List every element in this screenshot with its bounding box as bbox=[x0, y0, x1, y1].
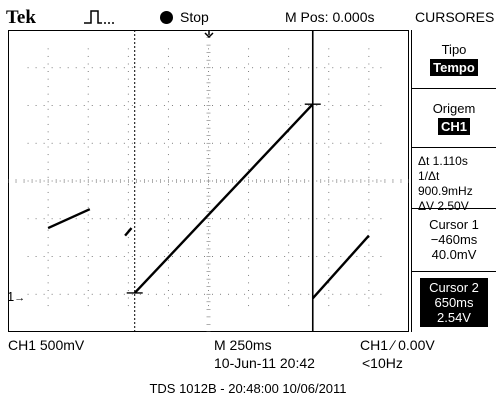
origem-button[interactable]: Origem CH1 bbox=[412, 89, 496, 148]
trigger-frequency: <10Hz bbox=[362, 355, 403, 371]
stop-indicator-icon bbox=[160, 11, 173, 24]
cursor-2-volt: 2.54V bbox=[437, 310, 471, 325]
cursor-1-time: −460ms bbox=[430, 232, 478, 247]
brand-logo: Tek bbox=[6, 7, 36, 28]
trigger-pulse-icon bbox=[84, 10, 114, 24]
position-readout: M Pos: 0.000s bbox=[285, 9, 375, 25]
trigger-position-marker bbox=[204, 30, 214, 39]
scope-graticule bbox=[8, 30, 409, 332]
trigger-readout: CH1 ∕ 0.00V bbox=[360, 337, 435, 353]
origem-label: Origem bbox=[432, 101, 476, 116]
inverse-delta-t: 1/Δt 900.9mHz bbox=[418, 169, 473, 198]
delta-t: Δt 1.110s bbox=[418, 154, 468, 168]
channel-1-marker: 1→ bbox=[7, 289, 26, 304]
tipo-button[interactable]: Tipo Tempo bbox=[412, 30, 496, 89]
waveform-segment-3 bbox=[133, 103, 314, 294]
cursor-1-volt: 40.0mV bbox=[431, 247, 477, 262]
waveform-segment-4 bbox=[311, 234, 370, 300]
origem-value: CH1 bbox=[437, 118, 470, 135]
cursor-1-button[interactable]: Cursor 1 −460ms 40.0mV bbox=[412, 209, 496, 272]
tipo-value: Tempo bbox=[430, 59, 478, 76]
ch1-scale: CH1 500mV bbox=[8, 337, 85, 353]
run-state: Stop bbox=[180, 9, 209, 25]
menu-title: CURSORES bbox=[415, 9, 495, 25]
cursor-2-time: 650ms bbox=[434, 295, 474, 310]
waveform-segment-2 bbox=[124, 227, 133, 237]
side-menu: Tipo Tempo Origem CH1 Δt 1.110s 1/Δt 900… bbox=[411, 30, 496, 332]
delta-readouts: Δt 1.110s 1/Δt 900.9mHz ΔV 2.50V bbox=[412, 148, 496, 213]
timebase: M 250ms bbox=[214, 337, 272, 353]
delta-v: ΔV 2.50V bbox=[418, 199, 469, 213]
cursor-2-title: Cursor 2 bbox=[429, 280, 479, 295]
waveform-segment-1 bbox=[47, 208, 91, 230]
footer-caption: TDS 1012B - 20:48:00 10/06/2011 bbox=[149, 381, 347, 396]
cursor-1-title: Cursor 1 bbox=[429, 217, 479, 232]
date-time: 10-Jun-11 20:42 bbox=[214, 355, 315, 371]
cursor-2-button[interactable]: Cursor 2 650ms 2.54V bbox=[412, 272, 496, 332]
tipo-label: Tipo bbox=[441, 42, 467, 57]
